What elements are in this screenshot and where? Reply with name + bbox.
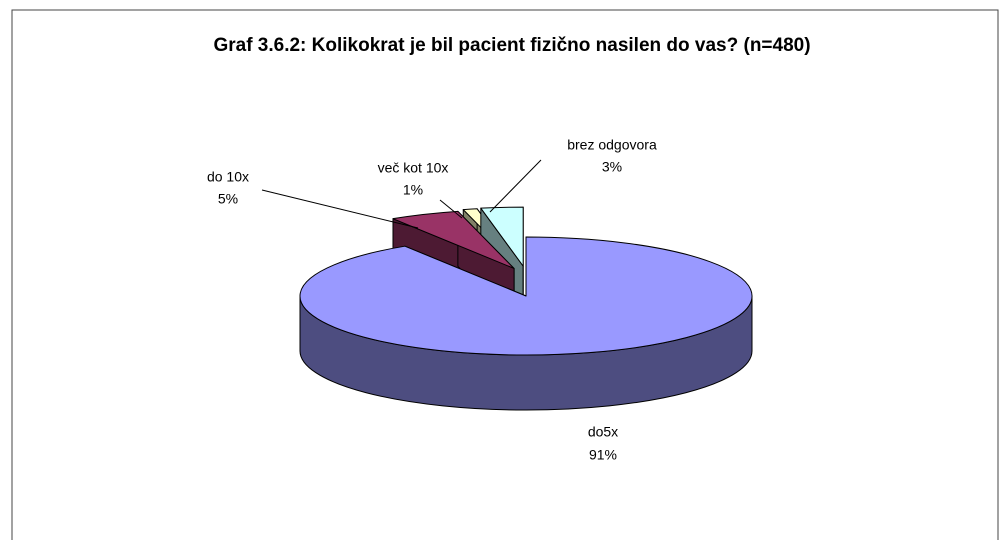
chart-title: Graf 3.6.2: Kolikokrat je bil pacient fi…: [213, 35, 810, 56]
pie: [299, 206, 753, 411]
leader-line: [261, 189, 419, 229]
pie-slice: [299, 236, 753, 356]
slice-label: do5x: [588, 424, 618, 440]
leader-line: [439, 199, 463, 219]
pie-slice: [392, 210, 515, 269]
pie-slice: [480, 206, 524, 267]
slice-value-label: 91%: [589, 447, 617, 463]
slice-value-label: 1%: [403, 182, 423, 198]
slice-value-label: 5%: [218, 191, 238, 207]
slice-label: brez odgovora: [567, 137, 657, 153]
leader-line: [489, 159, 542, 213]
slice-value-label: 3%: [602, 159, 622, 175]
slice-label: do 10x: [207, 169, 249, 185]
slice-label: več kot 10x: [378, 160, 449, 176]
